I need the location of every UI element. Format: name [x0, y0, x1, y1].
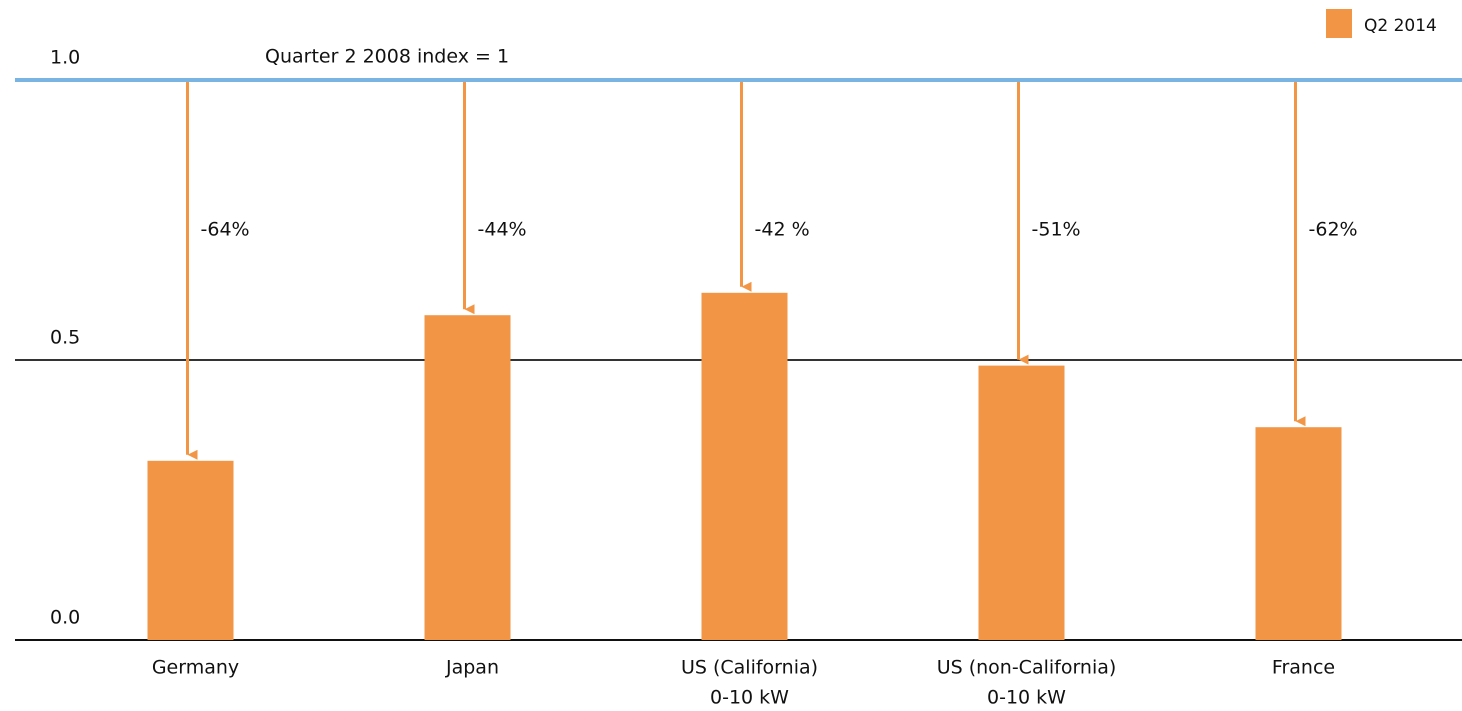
legend-label: Q2 2014 [1364, 16, 1437, 36]
y-tick-label: 1.0 [50, 47, 80, 69]
bar [147, 460, 234, 640]
x-tick-label: 0-10 kW [710, 687, 789, 709]
x-tick-label: Germany [152, 657, 239, 679]
annotation: -64% [201, 219, 250, 241]
legend-swatch [1326, 9, 1352, 38]
bar [424, 315, 511, 640]
x-tick-label: Japan [445, 657, 499, 679]
annotation: -44% [478, 219, 527, 241]
bar [978, 365, 1065, 640]
y-tick-label: 0.0 [50, 607, 80, 629]
x-tick-label: US (California) [681, 657, 818, 679]
y-tick-label: 0.5 [50, 327, 80, 349]
annotation: -42 % [755, 219, 810, 241]
x-tick-label: US (non-California) [937, 657, 1117, 679]
bar [701, 292, 788, 640]
x-tick-label: France [1272, 657, 1335, 679]
x-tick-label: 0-10 kW [987, 687, 1066, 709]
reference-label: Quarter 2 2008 index = 1 [265, 46, 509, 68]
annotation: -51% [1032, 219, 1081, 241]
bar [1255, 427, 1342, 640]
annotation: -62% [1309, 219, 1358, 241]
